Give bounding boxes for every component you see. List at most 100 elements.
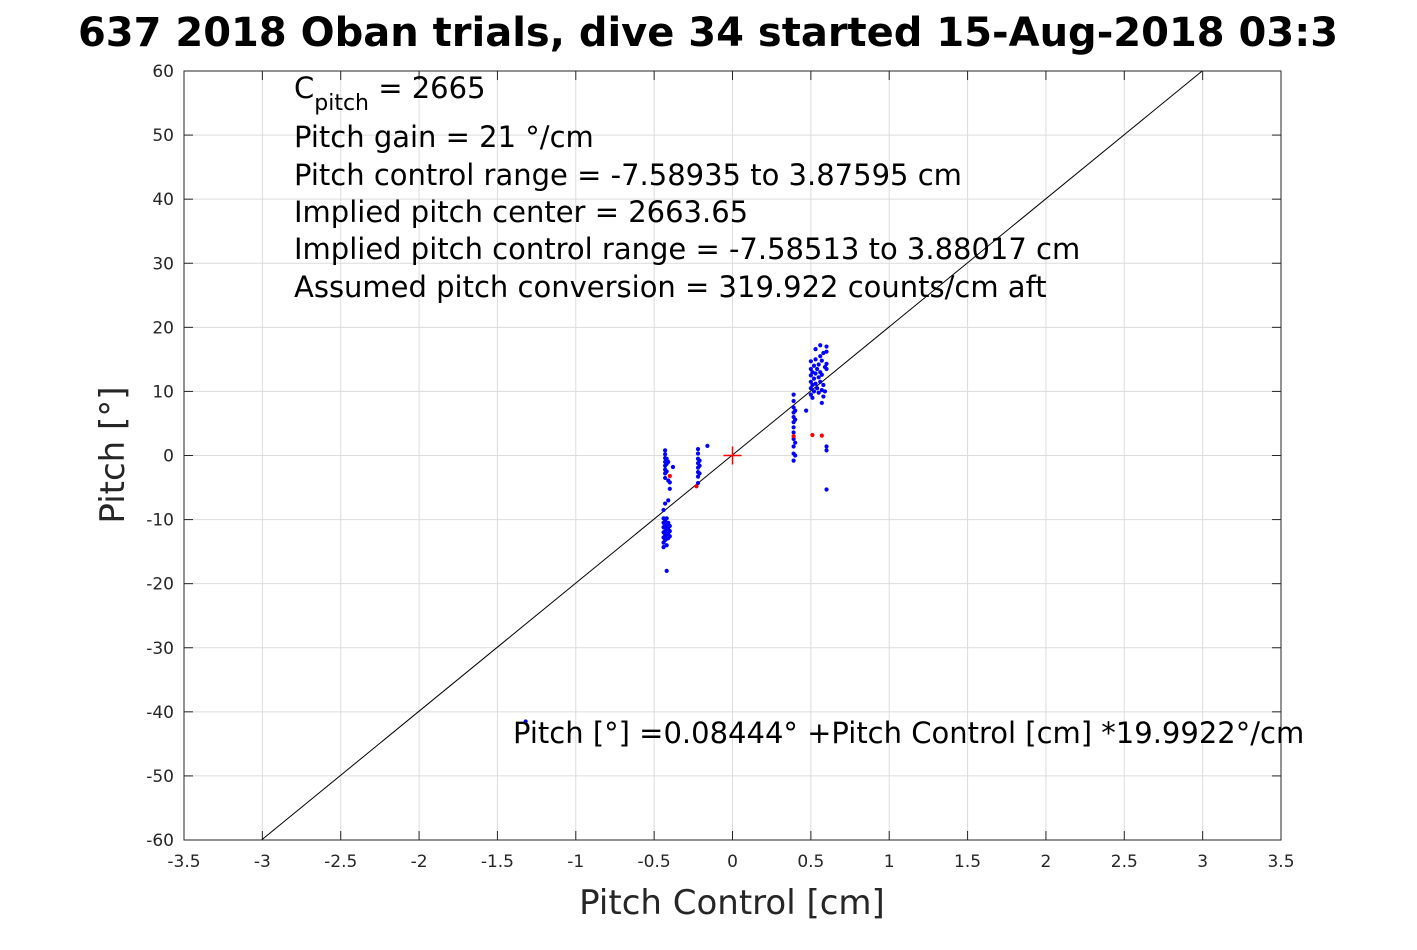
x-tick-label: 1: [884, 852, 895, 872]
data-point: [824, 366, 829, 372]
data-point: [695, 474, 701, 479]
data-point: [667, 473, 672, 479]
y-tick-label: 30: [152, 254, 174, 274]
data-point: [791, 434, 796, 439]
data-point: [695, 451, 701, 456]
data-point: [793, 417, 798, 422]
y-axis-label: Pitch [°]: [93, 386, 133, 523]
data-point: [824, 361, 829, 366]
data-point: [819, 372, 824, 377]
data-point: [818, 379, 823, 384]
data-point: [819, 400, 824, 406]
y-tick-label: -40: [146, 703, 174, 723]
annotation-control-range: Pitch control range = -7.58935 to 3.8759…: [294, 158, 962, 192]
data-point: [791, 405, 796, 410]
data-point: [664, 568, 669, 573]
x-tick-label: -3: [254, 852, 271, 872]
y-tick-label: -30: [146, 639, 174, 659]
data-point: [697, 471, 702, 476]
data-point: [791, 425, 796, 430]
y-tick-label: 10: [152, 382, 174, 402]
center-marker-layer: [723, 446, 742, 465]
data-point: [666, 520, 671, 525]
y-tick-label: -60: [146, 831, 174, 851]
x-tick-label: 0.5: [797, 852, 824, 872]
data-point: [664, 469, 669, 474]
data-point: [813, 381, 818, 386]
x-tick-label: -1: [567, 852, 584, 872]
data-point: [824, 444, 829, 449]
data-point: [808, 359, 813, 364]
data-point: [793, 408, 798, 413]
data-point: [818, 354, 823, 359]
c-pitch-annotation: Cpitch = 2665: [294, 71, 486, 116]
data-point: [664, 516, 669, 521]
data-point: [695, 480, 701, 486]
annotation-implied-range: Implied pitch control range = -7.58513 t…: [294, 232, 1080, 266]
c-pitch-value: = 2665: [369, 71, 486, 105]
data-point: [666, 498, 671, 503]
x-tick-label: 2: [1041, 852, 1052, 872]
data-point: [819, 358, 824, 363]
data-point: [813, 371, 818, 376]
data-point: [813, 347, 818, 352]
data-point: [793, 453, 798, 458]
data-point: [818, 343, 823, 348]
data-point: [822, 389, 828, 394]
data-point: [824, 448, 829, 453]
x-tick-label: -2: [411, 852, 428, 872]
data-point: [810, 395, 815, 400]
x-axis-label: Pitch Control [cm]: [579, 883, 885, 923]
data-point: [695, 446, 701, 452]
data-point: [667, 529, 672, 534]
data-point: [811, 389, 817, 394]
data-point: [663, 501, 668, 506]
data-point: [791, 430, 796, 435]
data-point: [667, 534, 672, 539]
data-point: [808, 379, 813, 384]
x-tick-label: 3: [1197, 852, 1208, 872]
data-point: [523, 719, 528, 724]
data-point: [824, 487, 829, 492]
x-tick-label: -3.5: [167, 852, 200, 872]
data-point: [793, 440, 798, 445]
data-point: [791, 458, 796, 463]
data-point: [661, 507, 666, 513]
data-point: [697, 458, 702, 463]
ticks: -3.5 -3 -2.5 -2 -1.5 -1 -0.5 0 0.5 1 1.5 2 2.5 3 3.5 -6…: [146, 62, 1294, 872]
data-point: [811, 363, 817, 368]
data-point: [661, 545, 666, 550]
c-pitch-subscript: pitch: [314, 91, 369, 116]
data-point: [819, 433, 824, 438]
data-point: [664, 543, 669, 548]
c-pitch-main: C: [294, 71, 314, 105]
data-point: [804, 408, 809, 413]
data-point: [810, 432, 815, 438]
y-tick-label: 0: [163, 447, 174, 467]
x-tick-label: -0.5: [638, 852, 671, 872]
data-point: [815, 366, 820, 372]
data-point: [666, 459, 671, 465]
data-point: [813, 357, 818, 362]
y-tick-label: -20: [146, 575, 174, 595]
data-point: [670, 464, 676, 470]
data-point: [816, 375, 821, 380]
y-tick-label: 50: [152, 126, 174, 146]
data-point: [824, 344, 829, 349]
x-tick-label: 1.5: [954, 852, 981, 872]
data-point: [663, 448, 668, 453]
data-point: [697, 463, 702, 468]
data-point: [821, 382, 826, 388]
y-tick-label: 60: [152, 62, 174, 82]
x-tick-label: -2.5: [324, 852, 357, 872]
x-tick-label: 0: [727, 852, 738, 872]
data-point: [667, 523, 672, 529]
annotation-conversion: Assumed pitch conversion = 319.922 count…: [294, 270, 1047, 304]
data-point: [791, 444, 796, 449]
data-point: [821, 394, 826, 399]
x-tick-label: 2.5: [1111, 852, 1138, 872]
y-tick-label: 20: [152, 318, 174, 338]
y-tick-label: -50: [146, 767, 174, 787]
